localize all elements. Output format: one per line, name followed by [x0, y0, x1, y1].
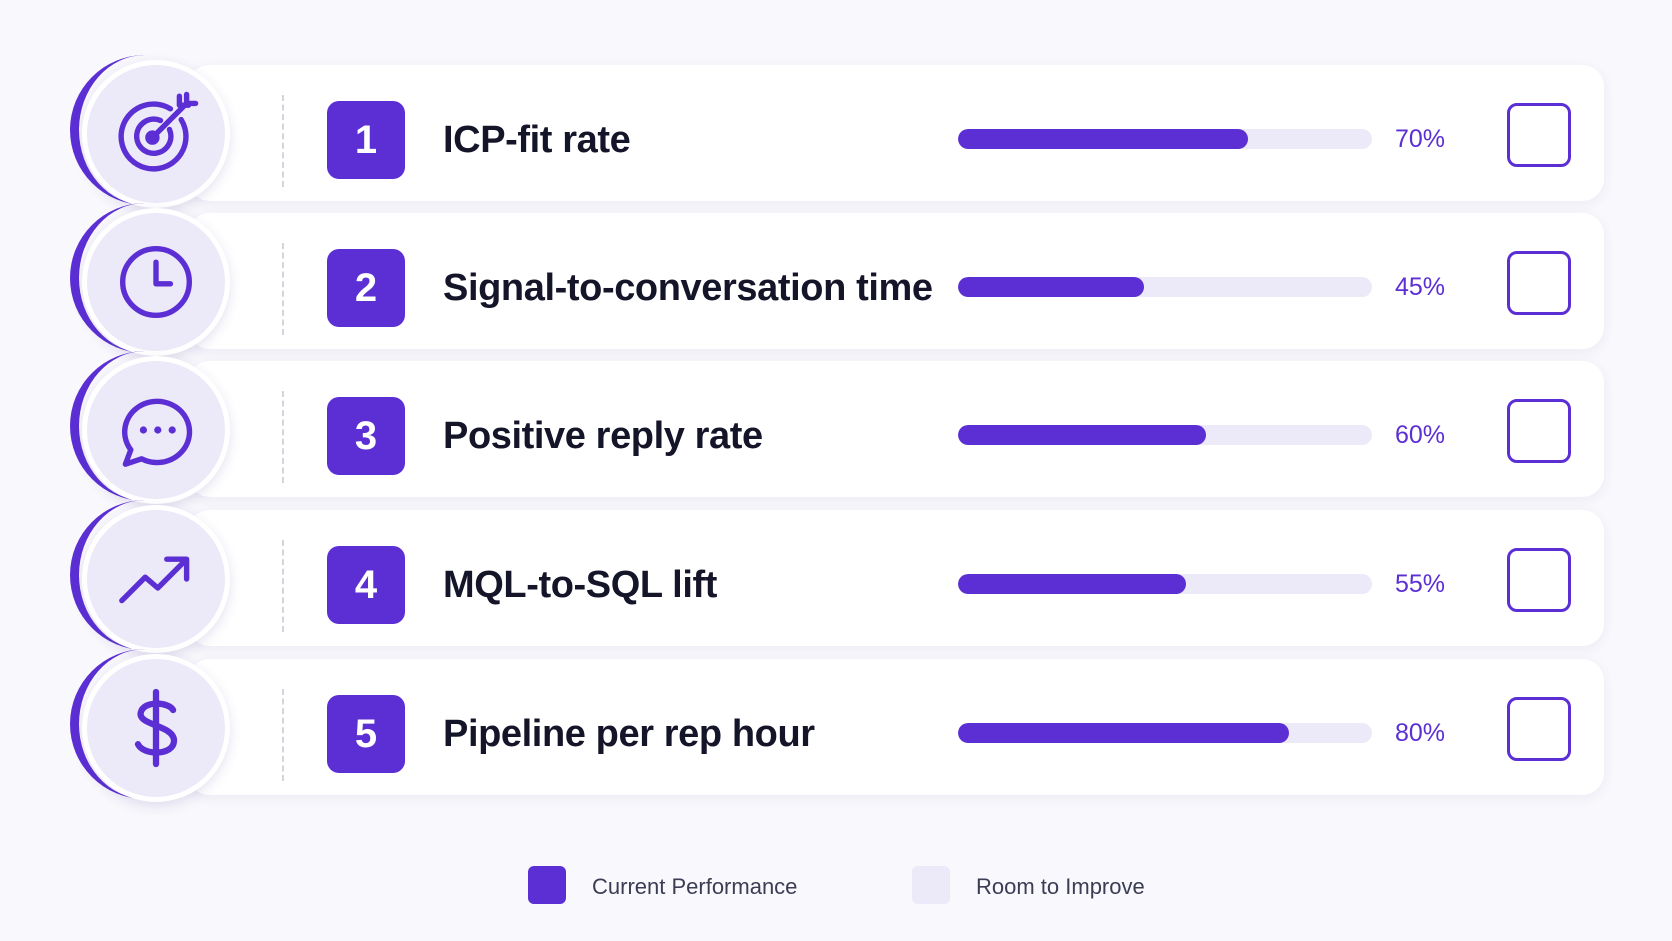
accent-arc	[70, 351, 220, 501]
rank-badge: 5	[327, 695, 405, 773]
icon-badge	[82, 60, 230, 208]
rank-badge: 2	[327, 249, 405, 327]
bar-track	[958, 574, 1372, 594]
metric-label: ICP-fit rate	[443, 119, 631, 161]
legend: Current Performance Room to Improve	[0, 866, 1672, 906]
row-divider	[282, 243, 284, 335]
metric-row: 4 MQL-to-SQL lift 55%	[70, 500, 1605, 653]
legend-swatch-room	[912, 866, 950, 904]
row-divider	[282, 540, 284, 632]
checkbox[interactable]	[1507, 251, 1571, 315]
row-divider	[282, 391, 284, 483]
chat-bubble-icon	[122, 398, 193, 467]
value-label: 45%	[1395, 273, 1446, 301]
accent-arc	[70, 500, 220, 650]
accent-arc	[70, 55, 220, 205]
icon-badge	[82, 356, 230, 504]
bar-fill	[958, 129, 1248, 149]
icon-badge	[82, 208, 230, 356]
rank-badge: 4	[327, 546, 405, 624]
value-label: 70%	[1395, 125, 1446, 153]
row-divider	[282, 689, 284, 781]
rank-badge: 3	[327, 397, 405, 475]
checkbox[interactable]	[1507, 103, 1571, 167]
metric-label: Pipeline per rep hour	[443, 713, 815, 755]
bar-fill	[958, 723, 1290, 743]
rank-badge: 1	[327, 101, 405, 179]
checkbox[interactable]	[1507, 697, 1571, 761]
clock-icon	[120, 246, 192, 318]
accent-arc	[70, 203, 220, 353]
value-label: 60%	[1395, 421, 1446, 449]
checkbox[interactable]	[1507, 548, 1571, 612]
metric-label: Signal-to-conversation time	[443, 267, 933, 309]
value-label: 80%	[1395, 719, 1446, 747]
metric-row: 3 Positive reply rate 60%	[70, 351, 1605, 504]
value-label: 55%	[1395, 570, 1446, 598]
bar-track	[958, 129, 1372, 149]
bar-track	[958, 425, 1372, 445]
legend-label-room: Room to Improve	[976, 874, 1145, 899]
bar-track	[958, 277, 1372, 297]
metric-row: 2 Signal-to-conversation time 45%	[70, 203, 1605, 356]
icon-badge	[82, 505, 230, 653]
bar-fill	[958, 425, 1207, 445]
accent-arc	[70, 649, 220, 799]
bar-track	[958, 723, 1372, 743]
icon-badge	[82, 654, 230, 802]
legend-label-current: Current Performance	[592, 874, 798, 899]
trend-up-icon	[119, 556, 190, 604]
metric-label: MQL-to-SQL lift	[443, 564, 718, 606]
bar-fill	[958, 277, 1145, 297]
metric-row: 5 Pipeline per rep hour 80%	[70, 649, 1605, 802]
metric-label: Positive reply rate	[443, 415, 763, 457]
row-divider	[282, 95, 284, 187]
legend-swatch-current	[528, 866, 566, 904]
dollar-icon	[134, 688, 178, 768]
target-icon	[118, 91, 199, 172]
checkbox[interactable]	[1507, 399, 1571, 463]
bar-fill	[958, 574, 1186, 594]
metric-row: 1 ICP-fit rate 70%	[70, 55, 1605, 208]
